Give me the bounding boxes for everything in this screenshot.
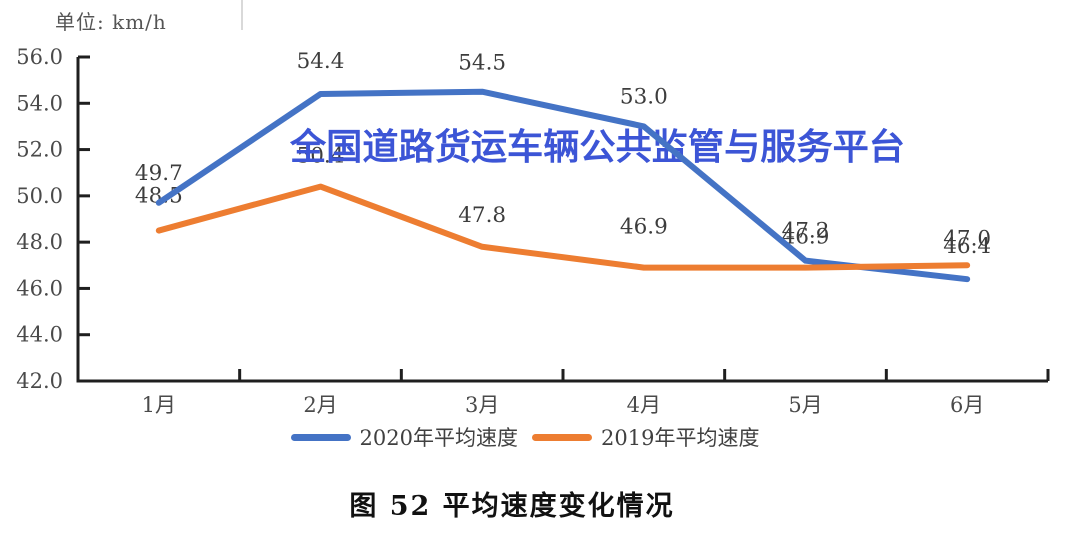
svg-text:53.0: 53.0 [620,84,668,109]
svg-text:56.0: 56.0 [16,45,63,69]
unit-label: 单位: km/h [55,10,167,34]
svg-text:50.0: 50.0 [16,184,63,208]
svg-text:47.8: 47.8 [458,203,506,228]
svg-text:4月: 4月 [627,393,661,417]
svg-text:46.9: 46.9 [620,215,668,240]
svg-text:2月: 2月 [303,393,337,417]
line-chart: 42.0 44.0 46.0 48.0 50.0 52.0 54.0 56.0 1月 2月 3月 4月… [16,45,1050,417]
chart-legend: 2020年平均速度 2019年平均速度 [0,422,1065,452]
x-axis-ticks: 1月 2月 3月 4月 5月 6月 [76,369,1050,417]
figure-caption: 图 52 平均速度变化情况 [349,491,675,522]
series-line-2020 [155,88,971,283]
svg-text:47.0: 47.0 [943,226,991,251]
svg-text:46.4: 46.4 [943,234,991,259]
svg-text:6月: 6月 [950,393,984,417]
legend-label-2020: 2020年平均速度 [359,426,518,450]
watermark-text: 全国道路货运车辆公共监管与服务平台 [289,126,905,168]
svg-text:46.0: 46.0 [16,276,63,300]
legend-item-2019: 2019年平均速度 [532,422,759,452]
svg-text:54.0: 54.0 [16,91,63,115]
svg-text:54.5: 54.5 [458,51,506,76]
legend-swatch-2020-icon [290,433,351,441]
legend-swatch-2019-icon [532,433,592,441]
svg-text:1月: 1月 [142,393,176,417]
svg-text:52.0: 52.0 [16,138,63,162]
legend-label-2019: 2019年平均速度 [601,426,760,450]
svg-text:44.0: 44.0 [16,323,63,347]
svg-text:50.4: 50.4 [297,144,345,169]
svg-text:42.0: 42.0 [16,369,63,393]
y-axis-ticks: 42.0 44.0 46.0 48.0 50.0 52.0 54.0 56.0 [16,45,90,393]
data-labels: 49.754.4 54.553.047.246.448.550.447.8 46.9… [135,49,991,259]
svg-text:54.4: 54.4 [297,49,345,74]
screen-artifact-line [241,0,243,30]
svg-text:47.2: 47.2 [782,219,830,244]
svg-text:3月: 3月 [465,393,499,417]
svg-text:48.0: 48.0 [16,230,63,254]
legend-item-2020: 2020年平均速度 [290,422,518,452]
series-line-2019 [155,183,971,271]
svg-text:5月: 5月 [788,393,822,417]
axes [76,57,1048,383]
svg-text:49.7: 49.7 [135,161,183,186]
